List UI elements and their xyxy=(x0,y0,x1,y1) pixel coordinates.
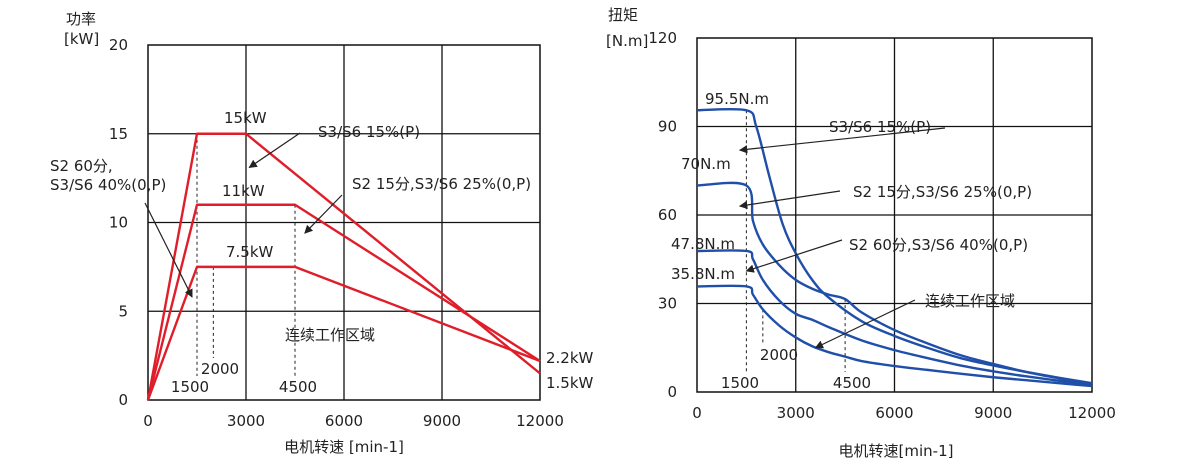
series-line xyxy=(696,284,1093,388)
value-label: 2.2kW xyxy=(546,349,594,367)
y-tick-label: 120 xyxy=(648,29,677,47)
value-label: 95.5N.m xyxy=(705,90,769,108)
x-tick-label: 0 xyxy=(143,412,153,430)
series-annotation: S2 15分,S3/S6 25%(0,P) xyxy=(853,183,1032,201)
marker-lines xyxy=(196,133,296,376)
y-tick-label: 0 xyxy=(118,391,128,409)
series-annotation: 连续工作区域 xyxy=(925,292,1015,310)
y-tick-label: 0 xyxy=(667,383,677,401)
x-axis-title: 电机转速[min-1] xyxy=(839,442,954,460)
series-line xyxy=(696,181,1093,386)
region-label: 连续工作区域 xyxy=(285,326,375,344)
annotation-arrow xyxy=(738,190,841,210)
series-lines xyxy=(146,132,541,401)
value-label: 1.5kW xyxy=(546,374,594,392)
x-tick-label: 12000 xyxy=(1068,404,1116,422)
series-line xyxy=(146,265,541,401)
annotation-arrow xyxy=(814,299,916,349)
series-annotation: S2 15分,S3/S6 25%(0,P) xyxy=(352,175,531,193)
value-label: 70N.m xyxy=(681,155,731,173)
value-label: 11kW xyxy=(222,182,265,200)
series-annotation: S2 60分, xyxy=(50,157,113,175)
series-lines xyxy=(696,107,1093,388)
series-annotation: S2 60分,S3/S6 40%(0,P) xyxy=(849,236,1028,254)
speed-marker-label: 1500 xyxy=(171,378,209,396)
x-tick-label: 6000 xyxy=(875,404,913,422)
annotation-arrow xyxy=(144,202,193,298)
series-line xyxy=(146,203,541,401)
value-label: 15kW xyxy=(224,109,267,127)
x-axis-title: 电机转速 [min-1] xyxy=(284,438,404,456)
annotation-arrow xyxy=(745,239,843,273)
y-axis-unit: [kW] xyxy=(64,30,99,48)
y-tick-label: 30 xyxy=(658,295,677,313)
grid-lines xyxy=(696,37,1093,393)
y-axis-title: 功率 xyxy=(66,10,96,28)
value-label: 47.8N.m xyxy=(671,235,735,253)
y-tick-label: 5 xyxy=(118,302,128,320)
speed-marker-label: 1500 xyxy=(721,374,759,392)
speed-marker-label: 4500 xyxy=(279,378,317,396)
y-tick-label: 20 xyxy=(109,36,128,54)
x-tick-label: 3000 xyxy=(777,404,815,422)
x-tick-label: 9000 xyxy=(974,404,1012,422)
y-axis-title: 扭矩 xyxy=(608,6,638,24)
y-tick-label: 90 xyxy=(658,118,677,136)
y-tick-label: 60 xyxy=(658,206,677,224)
y-tick-label: 10 xyxy=(109,214,128,232)
x-tick-label: 0 xyxy=(692,404,702,422)
x-tick-label: 12000 xyxy=(516,412,564,430)
series-annotation: S3/S6 15%(P) xyxy=(829,118,931,136)
annotation-arrow xyxy=(304,194,343,234)
annotation-arrow xyxy=(738,127,946,154)
y-axis-unit: [N.m] xyxy=(606,32,648,50)
value-label: 7.5kW xyxy=(226,243,274,261)
annotation-arrow xyxy=(248,132,301,168)
series-line xyxy=(146,132,541,401)
speed-marker-label: 2000 xyxy=(760,346,798,364)
x-tick-label: 3000 xyxy=(227,412,265,430)
series-annotation-line2: S3/S6 40%(0,P) xyxy=(50,176,166,194)
x-tick-label: 6000 xyxy=(325,412,363,430)
grid-lines xyxy=(147,44,541,401)
series-annotation: S3/S6 15%(P) xyxy=(318,123,420,141)
annotation-arrows xyxy=(144,132,343,298)
speed-marker-label: 4500 xyxy=(833,374,871,392)
speed-marker-label: 2000 xyxy=(201,360,239,378)
value-label: 35.8N.m xyxy=(671,265,735,283)
x-tick-label: 9000 xyxy=(423,412,461,430)
annotation-arrows xyxy=(738,127,946,349)
y-tick-label: 15 xyxy=(109,125,128,143)
